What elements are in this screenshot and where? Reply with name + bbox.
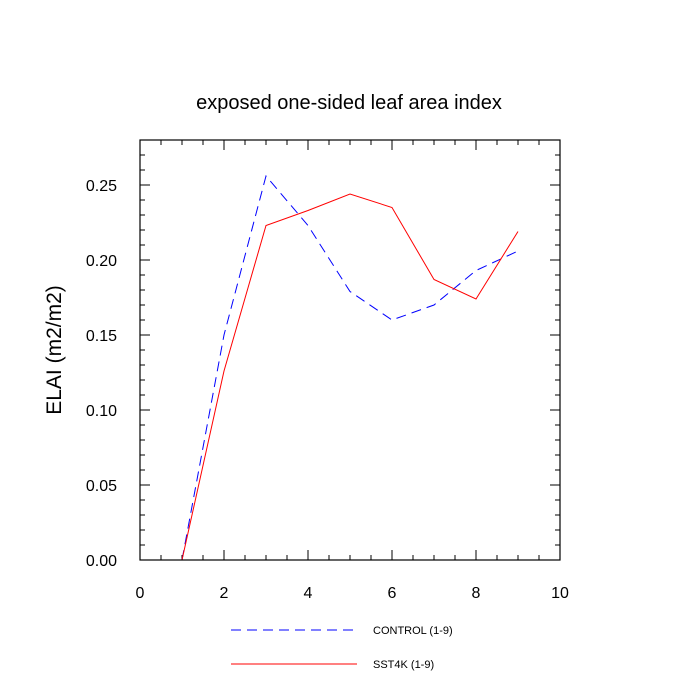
y-tick-label: 0.25 xyxy=(86,178,117,195)
legend-label-2: SST4K (1-9) xyxy=(373,659,434,671)
y-tick-label: 0.15 xyxy=(86,328,117,345)
chart-title: exposed one-sided leaf area index xyxy=(196,92,502,114)
series-line-1 xyxy=(181,174,519,561)
x-tick-label: 4 xyxy=(304,585,313,602)
x-tick-label: 6 xyxy=(388,585,397,602)
legend-label-1: CONTROL (1-9) xyxy=(373,625,453,637)
x-tick-label: 0 xyxy=(136,585,145,602)
legend: CONTROL (1-9) SST4K (1-9) xyxy=(231,625,453,671)
series-layer xyxy=(181,174,519,561)
y-tick-label: 0.10 xyxy=(86,403,117,420)
y-tick-label: 0.00 xyxy=(86,553,117,570)
y-tick-label: 0.05 xyxy=(86,478,117,495)
x-tick-label: 10 xyxy=(551,585,569,602)
y-axis-label: ELAI (m2/m2) xyxy=(43,285,66,415)
x-tick-label: 2 xyxy=(220,585,229,602)
series-line-2 xyxy=(181,193,519,561)
y-tick-label: 0.20 xyxy=(86,253,117,270)
ticks-layer: 0 2 4 6 8 10 0.00 0.05 0.10 0.15 0.20 0.25 xyxy=(86,139,569,602)
x-tick-label: 8 xyxy=(472,585,481,602)
plot-frame xyxy=(139,139,561,561)
